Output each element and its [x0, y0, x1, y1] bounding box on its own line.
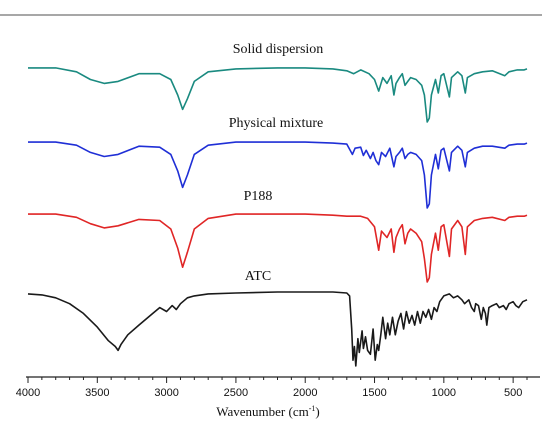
- x-tick-label: 2000: [293, 387, 317, 399]
- spectra-group: [27, 67, 528, 367]
- series-line-1: [28, 141, 528, 209]
- x-ticks-group: 4000 3500 3000 2500 2000 1500 1000 500: [16, 377, 528, 399]
- x-tick-label: 500: [504, 387, 522, 399]
- x-tick-label: 1000: [432, 387, 456, 399]
- series-line-2: [28, 213, 528, 283]
- series-label-2: P188: [244, 189, 273, 204]
- series-line-3: [27, 291, 528, 367]
- x-tick-label: 3500: [85, 387, 109, 399]
- x-axis-label: Wavenumber (cm-1): [216, 404, 319, 419]
- series-line-0: [28, 67, 528, 123]
- x-tick-label: 4000: [16, 387, 40, 399]
- series-label-0: Solid dispersion: [233, 42, 324, 57]
- x-tick-label: 1500: [362, 387, 386, 399]
- x-tick-label: 2500: [224, 387, 248, 399]
- series-label-3: ATC: [245, 269, 271, 284]
- x-tick-label: 3000: [154, 387, 178, 399]
- series-label-1: Physical mixture: [229, 116, 324, 131]
- series-labels-group: Solid dispersion Physical mixture P188 ATC: [229, 42, 324, 284]
